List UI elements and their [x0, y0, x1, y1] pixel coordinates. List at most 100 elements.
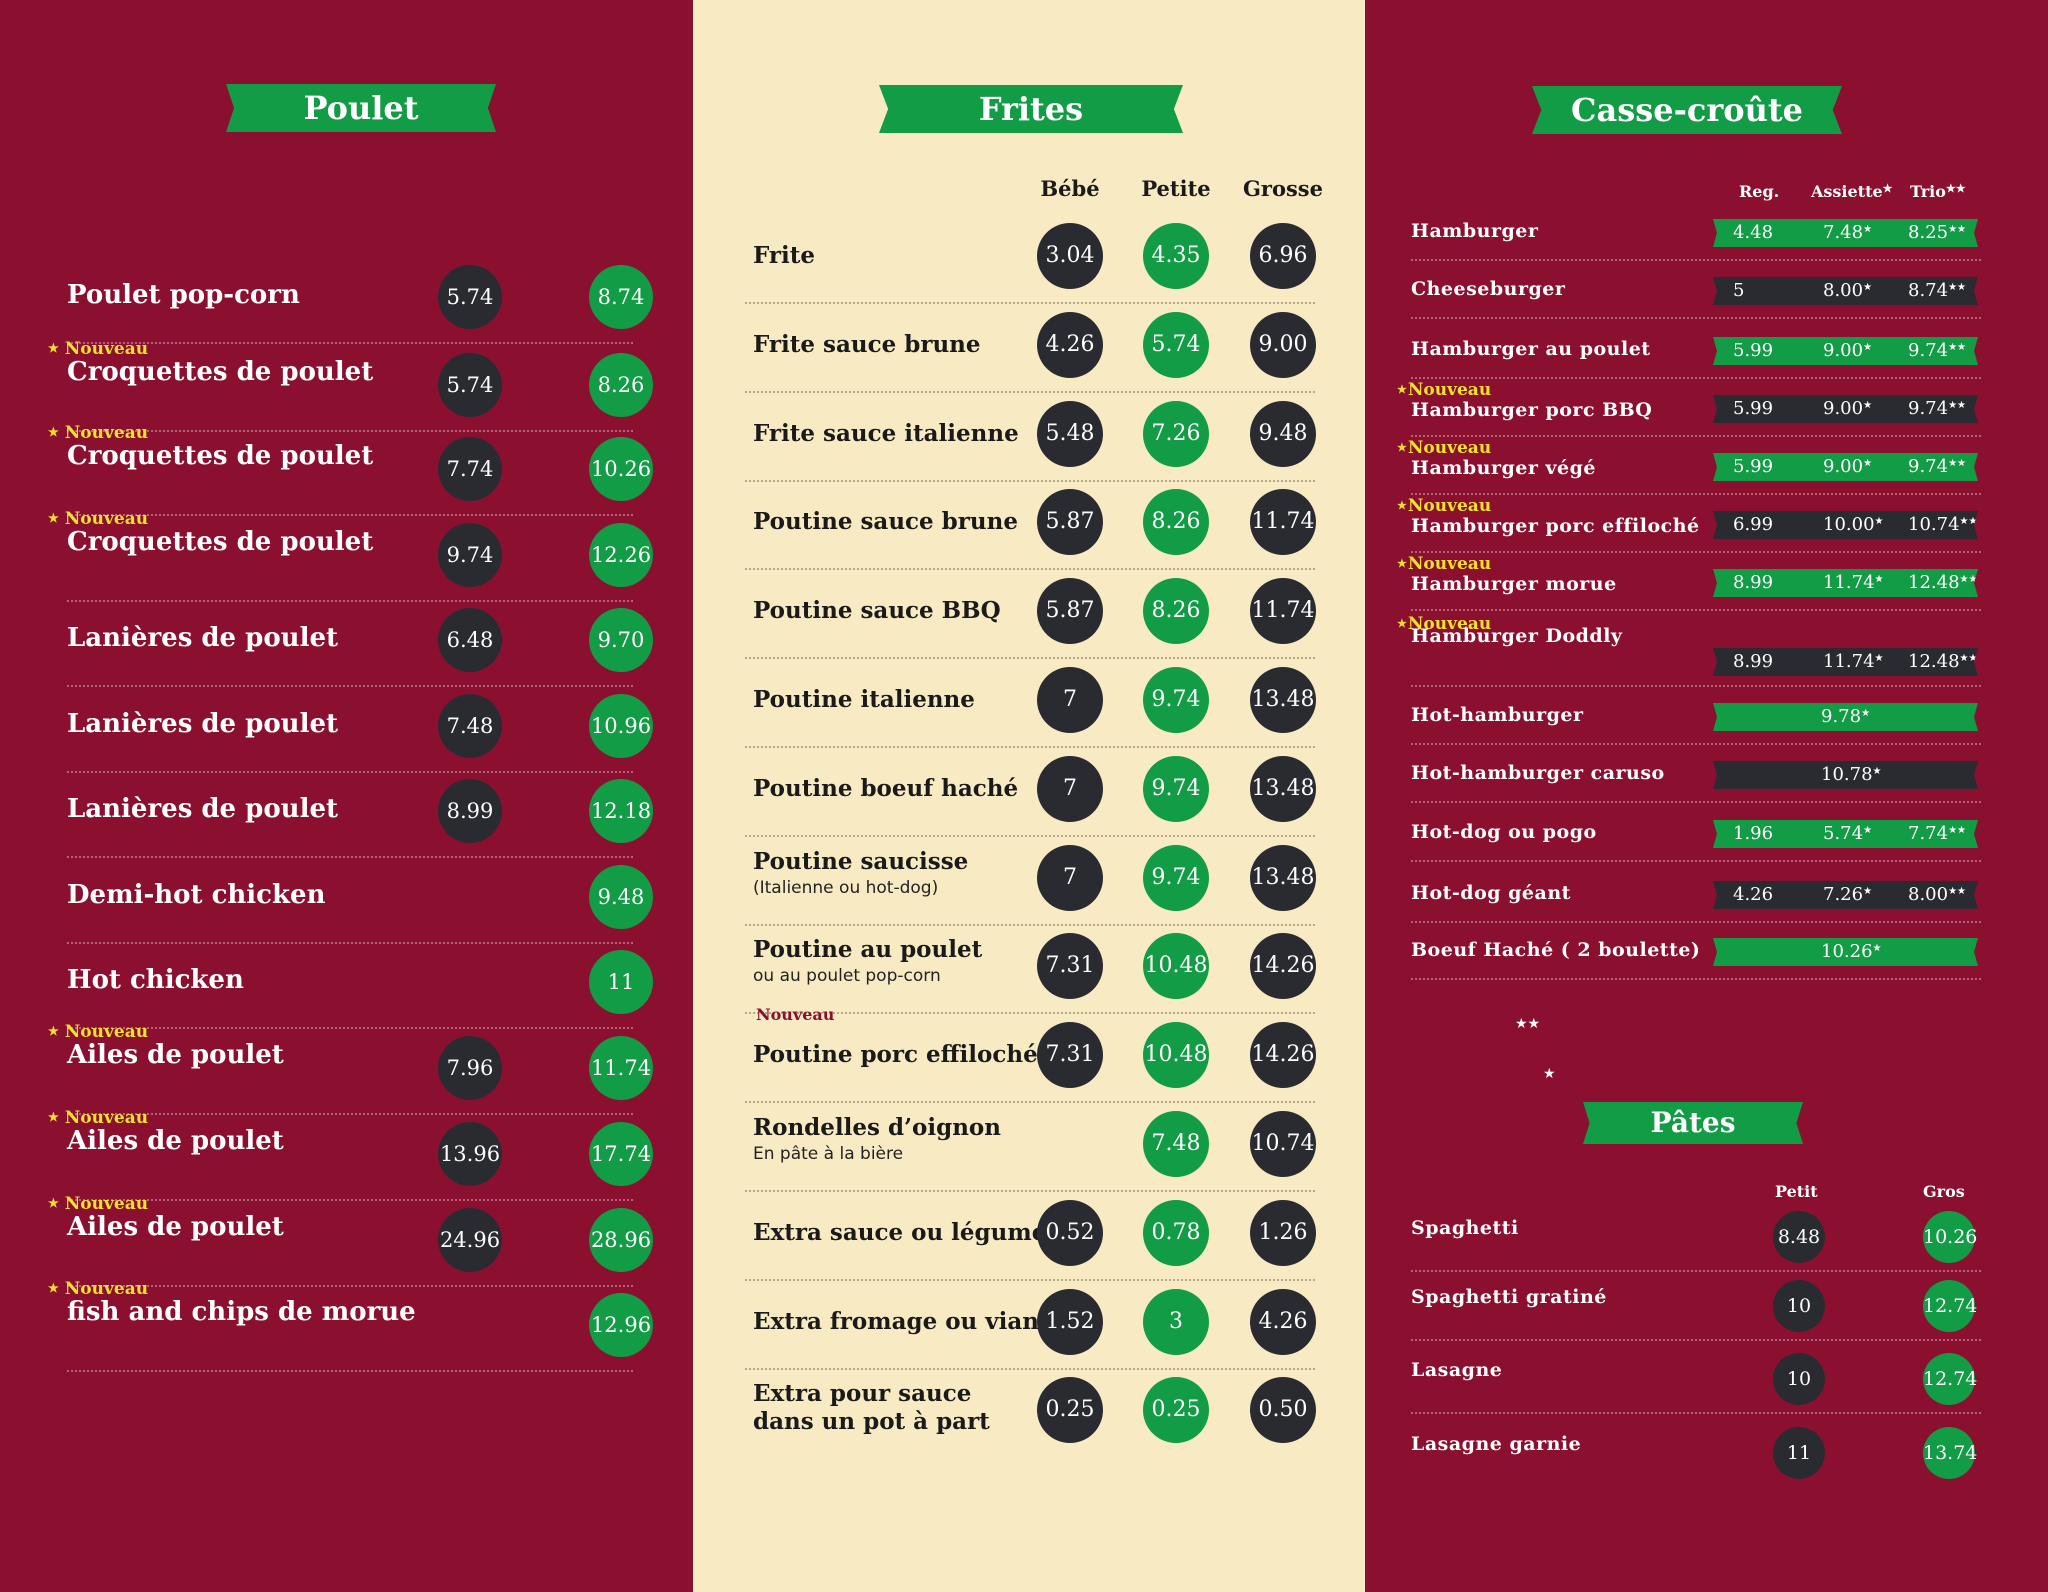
- price-assiette: 9.78★: [1821, 706, 1870, 727]
- price-reg: 4.26: [1733, 884, 1774, 905]
- nouveau-tag: ★Nouveau: [1397, 554, 1491, 574]
- star-icon: ★: [1863, 886, 1873, 897]
- price-gros: 12.74: [1923, 1280, 1977, 1332]
- price-gros: 10.26: [1923, 1211, 1977, 1263]
- menu-item-name: Croquettes de poulet: [67, 357, 374, 387]
- price-assiette-value: 11.74: [1823, 651, 1875, 672]
- row-divider: [745, 1101, 1315, 1104]
- price-small: 7.48: [438, 694, 502, 758]
- price-assiette-value: 9.00: [1823, 398, 1864, 419]
- row-divider: [745, 479, 1315, 482]
- price-bebe: 5.48: [1037, 400, 1103, 467]
- row-divider: [745, 1278, 1315, 1281]
- nouveau-tag: ★Nouveau: [48, 423, 148, 443]
- price-petite: 3: [1143, 1288, 1209, 1355]
- row-divider: [1411, 978, 1981, 980]
- star-icon: ★: [1874, 653, 1884, 664]
- price-bar: 4.48 7.48★ 8.25★★: [1713, 219, 1978, 247]
- price-assiette-value: 7.48: [1823, 222, 1864, 243]
- star-icon: ★: [1863, 224, 1873, 235]
- price-grosse: 6.96: [1250, 223, 1316, 289]
- price-small: 7.96: [438, 1036, 502, 1100]
- price-large: 10.26: [589, 437, 653, 501]
- price-trio-value: 12.48: [1908, 651, 1960, 672]
- menu-item-name: Hamburger morue: [1411, 573, 1617, 595]
- price-bar: 5.99 9.00★ 9.74★★: [1713, 453, 1978, 481]
- menu-item-name: Frite sauce brune: [753, 330, 981, 358]
- price-petite: 7.26: [1143, 400, 1209, 467]
- nouveau-label: Nouveau: [1407, 438, 1492, 458]
- price-trio: 8.00★★: [1908, 884, 1966, 905]
- row-divider: [67, 430, 633, 432]
- menu-item-name: Poutine porc effiloché: [753, 1041, 1038, 1069]
- row-divider: [67, 600, 633, 602]
- price-small: 9.74: [438, 523, 502, 587]
- price-petit: 11: [1773, 1427, 1825, 1479]
- nouveau-tag: ★Nouveau: [1397, 438, 1491, 458]
- price-assiette: 7.26★: [1823, 884, 1872, 905]
- menu-item-name: Frite: [753, 242, 816, 269]
- star-icon: ★: [1397, 499, 1407, 512]
- menu-item-description: ou au poulet pop-corn: [753, 966, 941, 987]
- price-petite: 9.74: [1143, 844, 1209, 911]
- row-divider: [67, 1285, 633, 1287]
- price-small: 7.74: [438, 437, 502, 501]
- price-grosse: 9.48: [1250, 400, 1316, 467]
- price-bebe: 5.87: [1037, 489, 1103, 556]
- price-bebe: 7.31: [1037, 1022, 1103, 1089]
- price-bebe: 7: [1037, 667, 1103, 733]
- row-divider: [745, 746, 1315, 748]
- price-trio: 7.74★★: [1908, 823, 1966, 844]
- menu-item-name: Hot-hamburger caruso: [1411, 762, 1665, 784]
- price-bebe: 7: [1037, 755, 1103, 822]
- star-icon: ★★: [1959, 653, 1978, 664]
- menu-item-name: Hamburger Doddly: [1411, 625, 1623, 647]
- price-assiette: 11.74★: [1823, 572, 1884, 593]
- star-icon: ★: [1872, 766, 1882, 777]
- star-icon: ★★: [1948, 342, 1967, 353]
- row-divider: [67, 1370, 633, 1372]
- price-trio: 9.74★★: [1908, 456, 1966, 477]
- poulet-panel: Poulet Poulet pop-corn 5.74 8.74 ★ Nouveau Cr…: [0, 0, 693, 1592]
- price-assiette-value: 8.00: [1823, 280, 1864, 301]
- row-divider: [1411, 317, 1981, 319]
- price-trio: 10.74★★: [1908, 514, 1977, 535]
- menu-item-description: En pâte à la bière: [753, 1144, 904, 1164]
- nouveau-tag: Nouveau: [756, 1005, 835, 1025]
- row-divider: [745, 1367, 1315, 1370]
- price-small: 8.99: [438, 779, 502, 843]
- header-petit: Petit: [1775, 1182, 1818, 1201]
- price-bar: 10.78★: [1713, 761, 1978, 789]
- star-icon: ★: [1874, 574, 1884, 585]
- menu-item-name: Ailes de poulet: [67, 1126, 284, 1156]
- price-assiette: 8.00★: [1823, 280, 1872, 301]
- menu-item-name: Hamburger végé: [1411, 457, 1596, 479]
- price-large: 10.96: [589, 694, 653, 758]
- menu-item-name: Lanières de poulet: [67, 794, 339, 824]
- row-divider: [1411, 435, 1981, 437]
- price-trio: 8.74★★: [1908, 280, 1966, 301]
- star-icon: ★★: [1948, 825, 1967, 836]
- price-reg: 8.99: [1733, 651, 1774, 672]
- price-reg: 1.96: [1733, 823, 1774, 844]
- row-divider: [67, 1027, 633, 1029]
- row-divider: [67, 771, 633, 773]
- star-icon: ★: [48, 1110, 59, 1124]
- frites-panel: Frites Bébé Petite Grosse Frite 3.04 4.35 6…: [693, 0, 1365, 1592]
- price-bar: 9.78★: [1713, 703, 1978, 731]
- header-gros: Gros: [1923, 1182, 1965, 1201]
- star-icon: ★: [1397, 617, 1407, 630]
- star-icon: ★★: [1948, 282, 1967, 293]
- price-trio-value: 9.74: [1908, 340, 1949, 361]
- price-grosse: 9.00: [1250, 311, 1316, 378]
- header-reg: Reg.: [1739, 182, 1780, 201]
- footnote-double-star: ★★: [1515, 1016, 1541, 1032]
- price-large: 12.26: [589, 523, 653, 587]
- price-grosse: 11.74: [1250, 489, 1316, 556]
- price-small: 6.48: [438, 608, 502, 672]
- star-icon: ★★: [1948, 224, 1967, 235]
- nouveau-tag: ★Nouveau: [48, 1108, 148, 1128]
- menu-item-name: Lanières de poulet: [67, 623, 339, 653]
- menu-item-name: Poutine italienne: [753, 686, 975, 713]
- menu-item-name: Lanières de poulet: [67, 709, 339, 739]
